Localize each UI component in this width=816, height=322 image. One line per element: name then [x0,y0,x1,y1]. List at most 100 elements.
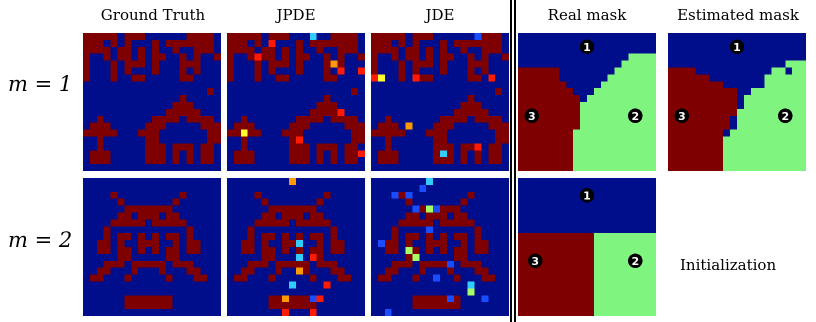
object-pixel [330,102,338,109]
noise-pixel [412,253,420,261]
object-pixel [233,150,241,158]
object-pixel [103,53,111,61]
object-pixel [275,205,283,213]
object-pixel [453,247,461,254]
noise-pixel [289,178,296,185]
object-pixel [83,53,90,61]
object-pixel [419,33,427,40]
region-3 [518,122,581,130]
object-pixel [391,260,399,268]
object-pixel [302,115,310,123]
object-pixel [302,219,310,227]
object-pixel [158,122,166,130]
object-pixel [433,129,440,137]
object-pixel [193,33,201,40]
column-title-jpde: JPDE [276,6,316,24]
region-2 [593,88,656,96]
object-pixel [268,247,276,254]
object-pixel [460,102,468,109]
object-pixel [200,122,208,130]
object-pixel [440,129,447,137]
object-pixel [495,88,503,96]
noise-pixel [377,240,385,247]
object-pixel [254,260,262,268]
object-pixel [103,46,111,54]
object-pixel [289,260,296,268]
noise-pixel [296,240,303,247]
object-pixel [179,53,187,61]
object-pixel [433,150,440,158]
noise-pixel [412,74,420,82]
region-badge-number: 3 [528,110,536,123]
object-pixel [289,150,296,158]
object-pixel [344,46,352,54]
object-pixel [309,39,317,47]
region-3 [668,122,731,130]
region-3 [518,115,581,123]
object-pixel [158,302,166,310]
object-pixel [289,136,296,144]
jpde-m2-pixels [227,178,365,316]
noise-pixel [337,67,345,75]
object-pixel [419,60,427,68]
object-pixel [467,191,475,199]
noise-pixel [433,274,440,282]
object-pixel [254,74,262,82]
noise-pixel [377,74,385,82]
object-pixel [124,205,132,213]
object-pixel [227,60,234,68]
object-pixel [502,136,509,144]
object-pixel [412,39,420,47]
object-pixel [138,33,146,40]
object-pixel [474,74,482,82]
object-pixel [200,46,208,54]
object-pixel [419,74,427,82]
object-pixel [138,219,146,227]
region-badge [528,253,543,269]
region-badge [628,253,643,269]
object-pixel [412,219,420,227]
object-pixel [89,122,97,130]
object-pixel [330,143,338,151]
object-pixel [193,240,201,247]
noise-pixel [481,295,489,303]
object-pixel [158,205,166,213]
object-pixel [200,39,208,47]
object-pixel [330,150,338,158]
object-pixel [117,198,125,206]
object-pixel [377,33,385,40]
object-pixel [158,143,166,151]
object-pixel [117,46,125,54]
object-pixel [186,115,194,123]
object-pixel [419,295,427,303]
region-2 [614,67,656,75]
object-pixel [124,60,132,68]
object-pixel [207,157,215,165]
region-3 [518,95,581,102]
object-pixel [247,260,255,268]
object-pixel [495,129,503,137]
object-pixel [117,53,125,61]
object-pixel [495,39,503,47]
object-pixel [268,205,276,213]
object-pixel [384,267,392,275]
object-pixel [117,233,125,241]
object-pixel [193,115,201,123]
object-pixel [214,122,221,130]
object-pixel [412,60,420,68]
object-pixel [330,33,338,40]
object-pixel [289,240,296,247]
object-pixel [227,39,234,47]
object-pixel [377,39,385,47]
object-pixel [391,267,399,275]
object-pixel [193,67,201,75]
region-3 [668,102,737,109]
noise-pixel [296,253,303,261]
object-pixel [309,302,317,310]
ground-truth-m1-pixels [83,33,221,171]
object-pixel [460,39,468,47]
object-pixel [384,136,392,144]
object-pixel [344,143,352,151]
object-pixel [227,53,234,61]
object-pixel [117,240,125,247]
